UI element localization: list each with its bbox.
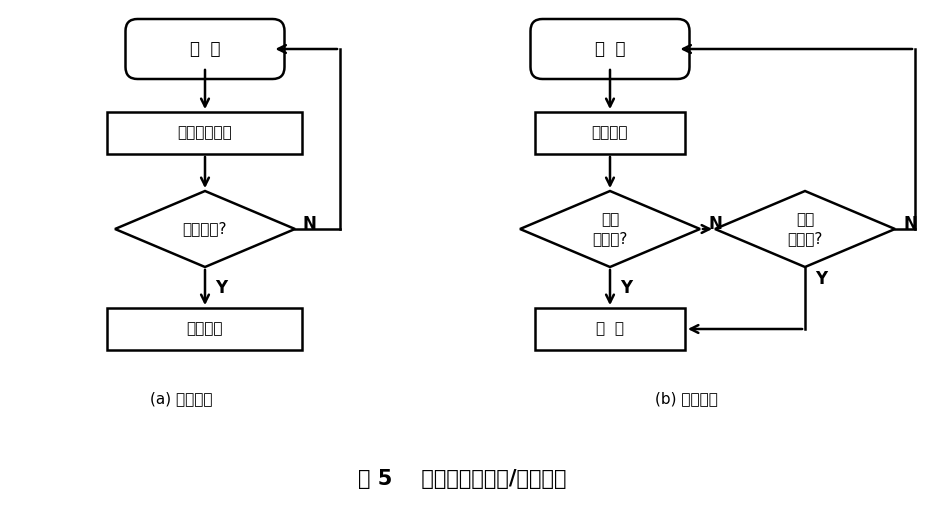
Text: N: N bbox=[303, 215, 317, 233]
Text: Y: Y bbox=[620, 278, 632, 296]
Bar bbox=[535, 308, 685, 350]
Text: 开  始: 开 始 bbox=[595, 40, 625, 58]
FancyBboxPatch shape bbox=[531, 19, 689, 79]
Text: 校验正确?: 校验正确? bbox=[183, 221, 228, 237]
Bar bbox=[107, 308, 302, 350]
Polygon shape bbox=[520, 191, 700, 267]
Text: 开  始: 开 始 bbox=[190, 40, 220, 58]
Bar bbox=[107, 112, 302, 154]
Text: 回应确认: 回应确认 bbox=[187, 321, 223, 337]
Text: 休  眠: 休 眠 bbox=[596, 321, 624, 337]
Text: 重传
次数到?: 重传 次数到? bbox=[787, 212, 822, 246]
Polygon shape bbox=[715, 191, 895, 267]
Text: (b) 从机流程: (b) 从机流程 bbox=[655, 391, 718, 406]
Text: N: N bbox=[903, 215, 917, 233]
Polygon shape bbox=[115, 191, 295, 267]
Text: 图 5    预约延时算法主/从机流程: 图 5 预约延时算法主/从机流程 bbox=[358, 469, 567, 489]
Bar bbox=[535, 112, 685, 154]
Text: Y: Y bbox=[815, 270, 827, 288]
Text: Y: Y bbox=[215, 278, 228, 296]
FancyBboxPatch shape bbox=[126, 19, 285, 79]
Text: N: N bbox=[708, 215, 722, 233]
Text: (a) 主机流程: (a) 主机流程 bbox=[150, 391, 213, 406]
Text: 主机
有回应?: 主机 有回应? bbox=[592, 212, 628, 246]
Text: 发送数据: 发送数据 bbox=[592, 126, 628, 141]
Text: 接收标签数据: 接收标签数据 bbox=[178, 126, 232, 141]
